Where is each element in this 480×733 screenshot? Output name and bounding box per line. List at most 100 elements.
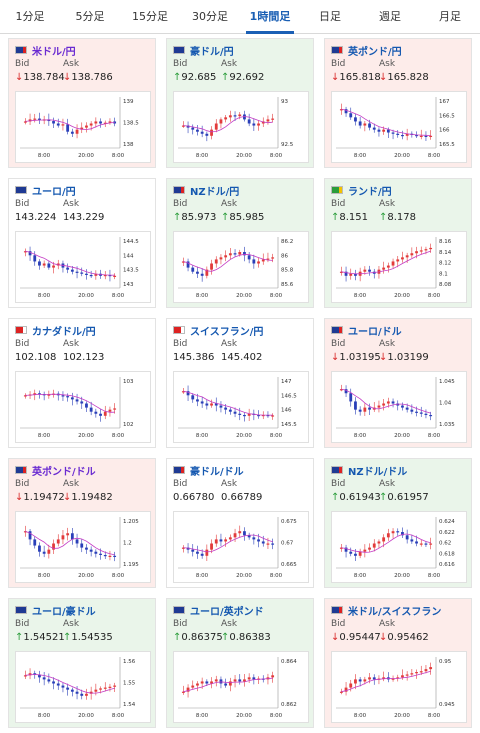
rate-card[interactable]: NZドル/円 Bid Ask ↑85.973 ↑85.985 86.2 86 85.8 85.6… xyxy=(166,178,314,308)
candlestick-chart[interactable]: 0.864 0.862 8:00 20:00 8:00 xyxy=(173,651,309,723)
candlestick-chart[interactable]: 167 166.5 166 165.5 8:00 20:00 8:00 xyxy=(331,91,467,163)
candle-body xyxy=(75,271,79,273)
x-tick-label: 8:00 xyxy=(270,293,283,299)
x-tick-label: 8:00 xyxy=(428,573,441,579)
pair-name[interactable]: 米ドル/スイスフラン xyxy=(348,607,442,618)
tab-6[interactable]: 週足 xyxy=(379,10,401,23)
pair-name[interactable]: ユーロ/ドル xyxy=(348,327,402,338)
pair-name[interactable]: ユーロ/円 xyxy=(32,187,76,198)
moving-average-line xyxy=(183,677,273,693)
candlestick-chart[interactable]: 1.045 1.04 1.035 8:00 20:00 8:00 xyxy=(331,371,467,443)
ask-label: Ask xyxy=(221,479,238,489)
currency-flag-icon xyxy=(331,326,343,334)
pair-name[interactable]: スイスフラン/円 xyxy=(190,327,264,338)
candlestick-chart[interactable]: 103 102 8:00 20:00 8:00 xyxy=(15,371,151,443)
tab-5[interactable]: 日足 xyxy=(319,10,341,23)
tab-2[interactable]: 15分足 xyxy=(132,10,168,23)
pair-name[interactable]: ランド/円 xyxy=(348,187,392,198)
candle-body xyxy=(405,255,409,258)
tab-0[interactable]: 1分足 xyxy=(15,10,45,23)
rate-card[interactable]: ユーロ/円 Bid Ask 143.224 143.229 144.5 144 143.5 14… xyxy=(8,178,156,308)
candle-body xyxy=(47,549,51,554)
tab-3[interactable]: 30分足 xyxy=(192,10,228,23)
rate-card[interactable]: 米ドル/スイスフラン Bid Ask ↓0.95447 ↓0.95462 0.95 0.94… xyxy=(324,598,472,728)
tab-4[interactable]: 1時間足 xyxy=(240,0,300,34)
candlestick-chart[interactable]: 1.56 1.55 1.54 8:00 20:00 8:00 xyxy=(15,651,151,723)
rate-card[interactable]: ユーロ/ドル Bid Ask ↓1.03195 ↓1.03199 1.045 1.04 1.0… xyxy=(324,318,472,448)
rate-card[interactable]: ユーロ/英ポンド Bid Ask ↑0.86375 ↑0.86383 0.864 0.862… xyxy=(166,598,314,728)
candle-body xyxy=(419,412,423,414)
moving-average-line xyxy=(341,670,431,693)
candle-body xyxy=(210,543,213,550)
candle-body xyxy=(80,127,84,130)
pair-name[interactable]: 豪ドル/ドル xyxy=(190,467,244,478)
candle-body xyxy=(33,118,37,120)
candle-body xyxy=(196,129,199,132)
candle-body xyxy=(429,247,433,250)
rate-card[interactable]: 英ポンド/ドル Bid Ask ↓1.19472 ↓1.19482 1.205 1.2 1.1… xyxy=(8,458,156,588)
x-tick-label: 8:00 xyxy=(38,153,51,159)
rate-card[interactable]: NZドル/ドル Bid Ask ↑0.61943 ↑0.61957 0.624 0.622 0… xyxy=(324,458,472,588)
pair-name[interactable]: ユーロ/英ポンド xyxy=(190,607,264,618)
bid-label: Bid xyxy=(331,619,346,629)
x-tick-label: 20:00 xyxy=(236,293,252,299)
candle-body xyxy=(200,401,204,404)
ask-label: Ask xyxy=(63,479,80,489)
x-tick-label: 20:00 xyxy=(78,573,94,579)
rate-card[interactable]: ランド/円 Bid Ask ↑8.151 ↑8.178 8.16 8.14 8.12 8.1 8.… xyxy=(324,178,472,308)
candle-body xyxy=(419,250,423,252)
y-tick-label: 0.62 xyxy=(439,541,451,547)
arrow-up-icon: ↑ xyxy=(221,632,230,643)
candle-body xyxy=(210,681,213,684)
ask-value: 85.985 xyxy=(229,212,265,223)
candlestick-chart[interactable]: 8.16 8.14 8.12 8.1 8.08 8:00 20:00 8:00 xyxy=(331,231,467,303)
candle-body xyxy=(219,119,223,124)
ask-value: 8.178 xyxy=(387,212,417,223)
pair-name[interactable]: 米ドル/円 xyxy=(32,47,76,58)
rate-card[interactable]: 豪ドル/円 Bid Ask ↑92.685 ↑92.692 93 92.5 8:00 20:00… xyxy=(166,38,314,168)
candlestick-chart[interactable]: 139 138.5 138 8:00 20:00 8:00 xyxy=(15,91,151,163)
bid-price: 102.108 xyxy=(15,352,56,363)
bid-price: 0.66780 xyxy=(173,492,214,503)
x-tick-label: 20:00 xyxy=(394,713,410,719)
currency-flag-icon xyxy=(15,46,27,54)
y-tick-label: 166.5 xyxy=(439,113,455,119)
rate-card[interactable]: 英ポンド/円 Bid Ask ↓165.818 ↓165.828 167 166.5 166 1… xyxy=(324,38,472,168)
candlestick-chart[interactable]: 1.205 1.2 1.195 8:00 20:00 8:00 xyxy=(15,511,151,583)
ask-price: 143.229 xyxy=(63,212,104,223)
arrow-down-icon: ↓ xyxy=(379,352,388,363)
candle-body xyxy=(233,411,237,414)
candlestick-chart[interactable]: 0.624 0.622 0.62 0.618 0.616 8:00 20:00 8:00 xyxy=(331,511,467,583)
bid-value: 85.973 xyxy=(181,212,217,223)
candle-body xyxy=(181,125,185,127)
pair-name[interactable]: 英ポンド/円 xyxy=(348,47,402,58)
rate-card[interactable]: スイスフラン/円 Bid Ask 145.386 145.402 147 146.5 146 1… xyxy=(166,318,314,448)
candlestick-chart[interactable]: 147 146.5 146 145.5 8:00 20:00 8:00 xyxy=(173,371,309,443)
rate-card[interactable]: 豪ドル/ドル Bid Ask 0.66780 0.66789 0.675 0.67 0.665… xyxy=(166,458,314,588)
rate-card[interactable]: ユーロ/豪ドル Bid Ask ↑1.54521 ↑1.54535 1.56 1.55 1.5… xyxy=(8,598,156,728)
tab-1[interactable]: 5分足 xyxy=(75,10,105,23)
rate-card[interactable]: カナダドル/円 Bid Ask 102.108 102.123 103 102 8:00 20:… xyxy=(8,318,156,448)
tab-7[interactable]: 月足 xyxy=(439,10,461,23)
candlestick-chart[interactable]: 86.2 86 85.8 85.6 8:00 20:00 8:00 xyxy=(173,231,309,303)
candle-body xyxy=(42,677,46,680)
pair-name[interactable]: NZドル/ドル xyxy=(348,467,408,478)
candlestick-chart[interactable]: 93 92.5 8:00 20:00 8:00 xyxy=(173,91,309,163)
pair-name[interactable]: NZドル/円 xyxy=(190,187,240,198)
candle-body xyxy=(415,251,418,254)
candlestick-chart[interactable]: 0.675 0.67 0.665 8:00 20:00 8:00 xyxy=(173,511,309,583)
pair-name[interactable]: ユーロ/豪ドル xyxy=(32,607,96,618)
candle-body xyxy=(66,396,70,398)
candle-body xyxy=(196,399,199,402)
pair-name[interactable]: カナダドル/円 xyxy=(32,327,96,338)
x-tick-label: 8:00 xyxy=(112,713,125,719)
ask-value: 0.86383 xyxy=(229,632,271,643)
rate-card[interactable]: 米ドル/円 Bid Ask ↓138.784 ↓138.786 139 138.5 138 8:… xyxy=(8,38,156,168)
y-tick-label: 0.862 xyxy=(281,702,297,708)
candlestick-chart[interactable]: 144.5 144 143.5 143 8:00 20:00 8:00 xyxy=(15,231,151,303)
candlestick-chart[interactable]: 0.95 0.945 8:00 20:00 8:00 xyxy=(331,651,467,723)
pair-name[interactable]: 英ポンド/ドル xyxy=(32,467,96,478)
pair-name[interactable]: 豪ドル/円 xyxy=(190,47,234,58)
arrow-down-icon: ↓ xyxy=(331,632,340,643)
candle-body xyxy=(382,267,386,270)
